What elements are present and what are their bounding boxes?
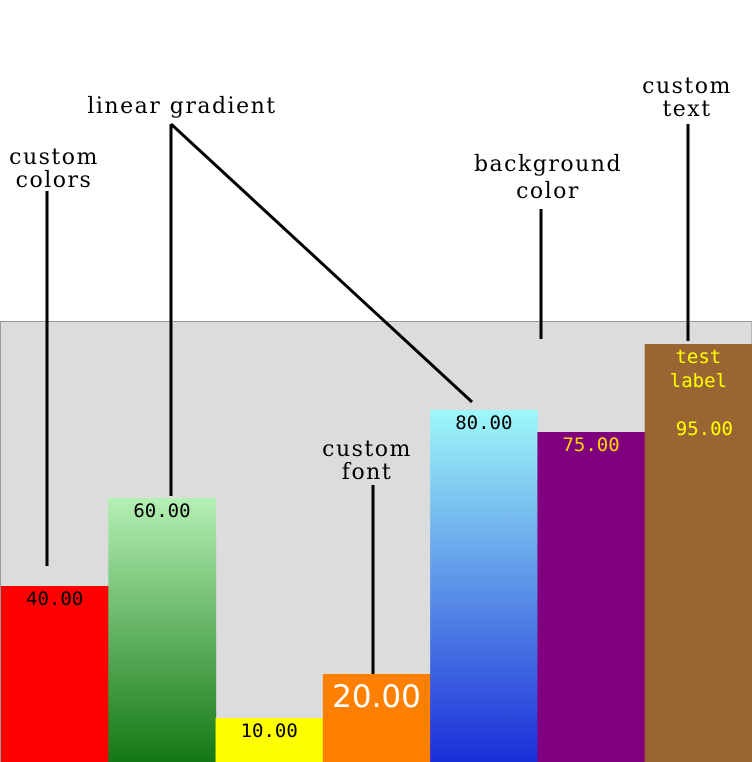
annotation-background-color-line-1: background — [474, 152, 622, 177]
bar-5 — [430, 410, 539, 762]
bar-7 — [644, 344, 752, 762]
annotation-lines — [45, 122, 690, 674]
annotation-linear-gradient-line-2 — [169, 122, 474, 404]
bar-6 — [537, 432, 646, 762]
bar-7-custom-label: label — [670, 370, 727, 392]
bar-6-data-label: 75.00 — [562, 434, 619, 456]
annotation-custom-colors-line-1: custom — [9, 145, 99, 170]
bar-4-data-label: 20.00 — [332, 679, 421, 715]
annotation-custom-font-line-1: custom — [322, 437, 412, 462]
annotation-custom-text-line-1: custom — [642, 74, 732, 99]
bar-1 — [1, 586, 109, 762]
annotation-custom-font-line-2: font — [342, 460, 392, 485]
bar-2 — [108, 498, 217, 762]
annotation-custom-colors-line-2: colors — [16, 168, 93, 193]
bar-3 — [215, 718, 324, 762]
bar-2-data-label: 60.00 — [133, 500, 190, 522]
annotation-linear-gradient-line-1: linear gradient — [87, 94, 276, 119]
annotation-background-color-line-2: color — [516, 179, 580, 204]
bar-1-data-label: 40.00 — [26, 588, 83, 610]
annotation-custom-text-line-2: text — [662, 97, 711, 122]
bar-7-custom-label: test — [675, 346, 721, 368]
bar-3-data-label: 10.00 — [241, 720, 298, 742]
bars-group — [1, 344, 752, 762]
bar-5-data-label: 80.00 — [455, 412, 512, 434]
bar-7-data-label: 95.00 — [676, 418, 733, 440]
bar-4 — [322, 674, 431, 762]
